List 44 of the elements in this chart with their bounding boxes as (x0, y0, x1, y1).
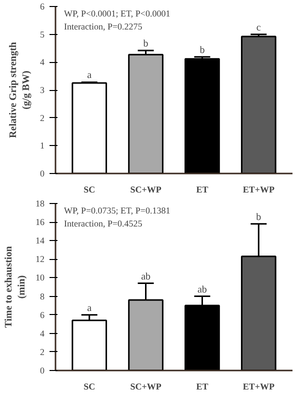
bar (184, 58, 220, 174)
y-tick-label: 8 (40, 291, 45, 302)
annotation: b (200, 44, 205, 56)
y-tick-label: 14 (36, 236, 45, 246)
y-tick-label: 6 (40, 2, 45, 12)
annotation: a (87, 302, 92, 314)
annotation: ab (141, 271, 151, 282)
y-tick-label: 18 (36, 198, 45, 208)
bar (128, 54, 164, 174)
annotation: Interaction, P=0.2275 (64, 22, 143, 32)
y-tick-label: 10 (36, 272, 45, 283)
annotation: Interaction, P=0.4525 (64, 218, 143, 228)
annotation: WP, P<0.0001; ET, P<0.0001 (64, 8, 170, 18)
x-tick-label: ET+WP (242, 382, 275, 392)
y-tick-label: 4 (40, 57, 45, 68)
y-tick-label: 16 (36, 217, 45, 228)
y-axis-title: Time to exhaustion (min) (3, 246, 28, 328)
annotation: c (256, 22, 262, 34)
y-tick-label: 2 (40, 346, 44, 357)
annotation: b (256, 212, 262, 223)
y-tick-label: 0 (40, 366, 45, 376)
y-tick-label: 4 (40, 328, 45, 338)
y-tick-label: 6 (40, 310, 45, 320)
x-tick-label: ET (196, 184, 208, 194)
x-tick-label: ET (196, 382, 208, 392)
x-tick-label: SC+WP (130, 382, 162, 392)
x-tick-label: SC (84, 382, 96, 392)
annotation: WP, P=0.0735; ET, P=0.1381 (64, 206, 170, 216)
y-tick-label: 1 (40, 140, 44, 151)
y-axis-title: Relative Grip strength (g/g BW) (8, 42, 32, 138)
bar (72, 320, 108, 370)
annotation: b (143, 38, 148, 50)
annotation: a (87, 70, 92, 82)
x-tick-label: SC+WP (130, 184, 162, 194)
x-tick-label: SC (84, 184, 96, 194)
bar (240, 36, 276, 174)
bar (72, 82, 108, 174)
x-tick-label: ET+WP (242, 184, 275, 194)
y-tick-label: 12 (36, 254, 44, 264)
annotation: ab (197, 284, 207, 296)
y-tick-label: 3 (40, 85, 45, 95)
y-tick-label: 5 (40, 29, 45, 40)
y-tick-label: 2 (40, 112, 44, 123)
y-tick-label: 0 (40, 168, 45, 178)
